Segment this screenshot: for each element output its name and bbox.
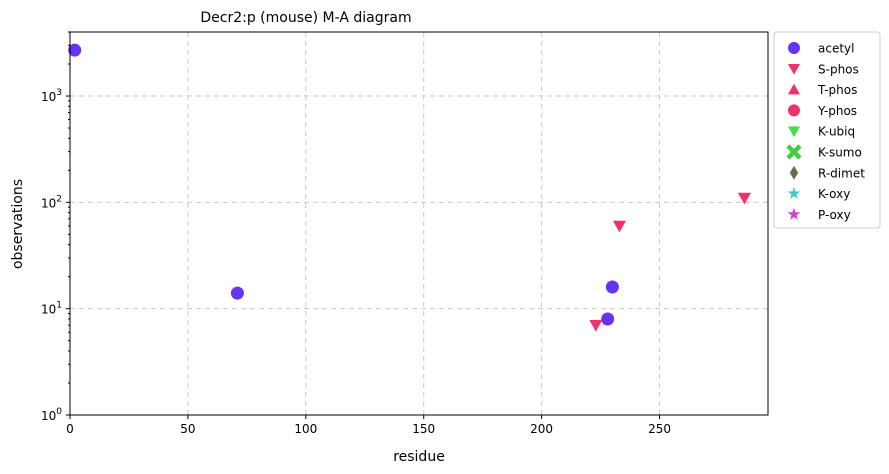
legend-label: R-dimet [818, 166, 865, 180]
x-tick-label: 0 [66, 422, 74, 436]
chart-title: Decr2:p (mouse) M-A diagram [200, 10, 411, 26]
legend-label: Y-phos [817, 104, 857, 118]
grid [70, 32, 768, 415]
legend-marker-y-phos [788, 104, 800, 117]
legend-label: K-oxy [818, 187, 850, 201]
data-point-acetyl [601, 312, 615, 326]
legend-marker-r-dimet [789, 165, 799, 180]
x-tick-label: 50 [180, 422, 195, 436]
y-tick-label: 102 [41, 194, 62, 210]
y-tick-label: 100 [41, 407, 62, 423]
legend-marker-s-phos [788, 64, 800, 75]
legend-marker-k-sumo [786, 144, 802, 160]
x-tick-label: 250 [648, 422, 671, 436]
legend-marker-p-oxy [787, 207, 801, 220]
y-axis-label: observations [10, 179, 26, 269]
data-point-s-phos [737, 192, 751, 205]
plot-frame [69, 31, 769, 416]
data-point-acetyl [230, 286, 244, 300]
legend-label: P-oxy [818, 208, 851, 222]
legend-box [773, 31, 881, 229]
data-point-s-phos [589, 319, 603, 332]
legend-label: K-sumo [818, 146, 862, 160]
legend: acetyl S-phos T-phos Y-phos K-ubiq K-sumo R-di… [773, 31, 881, 229]
x-tick-label: 100 [294, 422, 317, 436]
x-axis-label: residue [393, 449, 445, 465]
legend-marker-t-phos [788, 83, 800, 95]
x-tick-label: 200 [530, 422, 553, 436]
legend-label: K-ubiq [818, 125, 855, 139]
legend-label: acetyl [818, 42, 854, 56]
data-point-acetyl [68, 43, 82, 57]
data-points [68, 43, 751, 332]
legend-marker-k-ubiq [788, 126, 800, 138]
data-point-acetyl [605, 280, 619, 294]
y-tick-label: 101 [41, 301, 62, 317]
legend-label: T-phos [817, 83, 857, 97]
x-tick-label: 150 [412, 422, 435, 436]
axis-ticks: 0 50 100 150 200 250 100 101 102 103 [41, 31, 671, 436]
data-point-s-phos [612, 220, 626, 233]
y-tick-label: 103 [41, 88, 62, 104]
legend-marker-acetyl [788, 42, 800, 54]
legend-label: S-phos [818, 62, 859, 76]
legend-marker-k-oxy [787, 187, 801, 199]
